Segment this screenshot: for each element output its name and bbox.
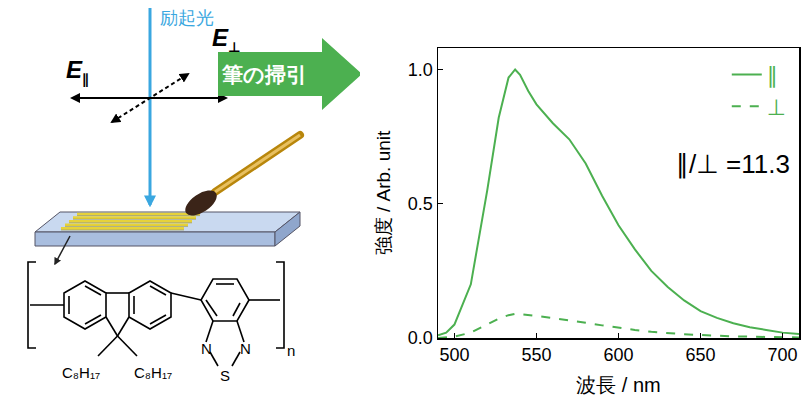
svg-text:650: 650 xyxy=(686,345,716,365)
svg-text:波長 / nm: 波長 / nm xyxy=(576,374,660,396)
svg-text:500: 500 xyxy=(439,345,469,365)
svg-text:0.0: 0.0 xyxy=(408,328,433,348)
svg-text:700: 700 xyxy=(768,345,798,365)
svg-text:強度 / Arb. unit: 強度 / Arb. unit xyxy=(373,130,394,255)
svg-text:1.0: 1.0 xyxy=(408,60,433,80)
svg-text:C₈H₁₇: C₈H₁₇ xyxy=(62,364,100,381)
svg-text:0.5: 0.5 xyxy=(408,194,433,214)
svg-text:N: N xyxy=(240,340,251,357)
svg-text:E⊥: E⊥ xyxy=(212,24,241,55)
svg-text:∥/⊥ =11.3: ∥/⊥ =11.3 xyxy=(676,149,790,179)
svg-text:550: 550 xyxy=(521,345,551,365)
svg-text:筆の掃引: 筆の掃引 xyxy=(221,63,307,86)
svg-text:600: 600 xyxy=(603,345,633,365)
svg-text:⊥: ⊥ xyxy=(767,95,786,120)
svg-text:∥: ∥ xyxy=(767,63,778,88)
svg-text:n: n xyxy=(287,342,295,359)
svg-text:励起光: 励起光 xyxy=(160,8,214,28)
svg-text:E∥: E∥ xyxy=(66,56,89,87)
svg-text:N: N xyxy=(201,340,212,357)
svg-text:C₈H₁₇: C₈H₁₇ xyxy=(134,364,172,381)
svg-text:S: S xyxy=(220,367,230,384)
